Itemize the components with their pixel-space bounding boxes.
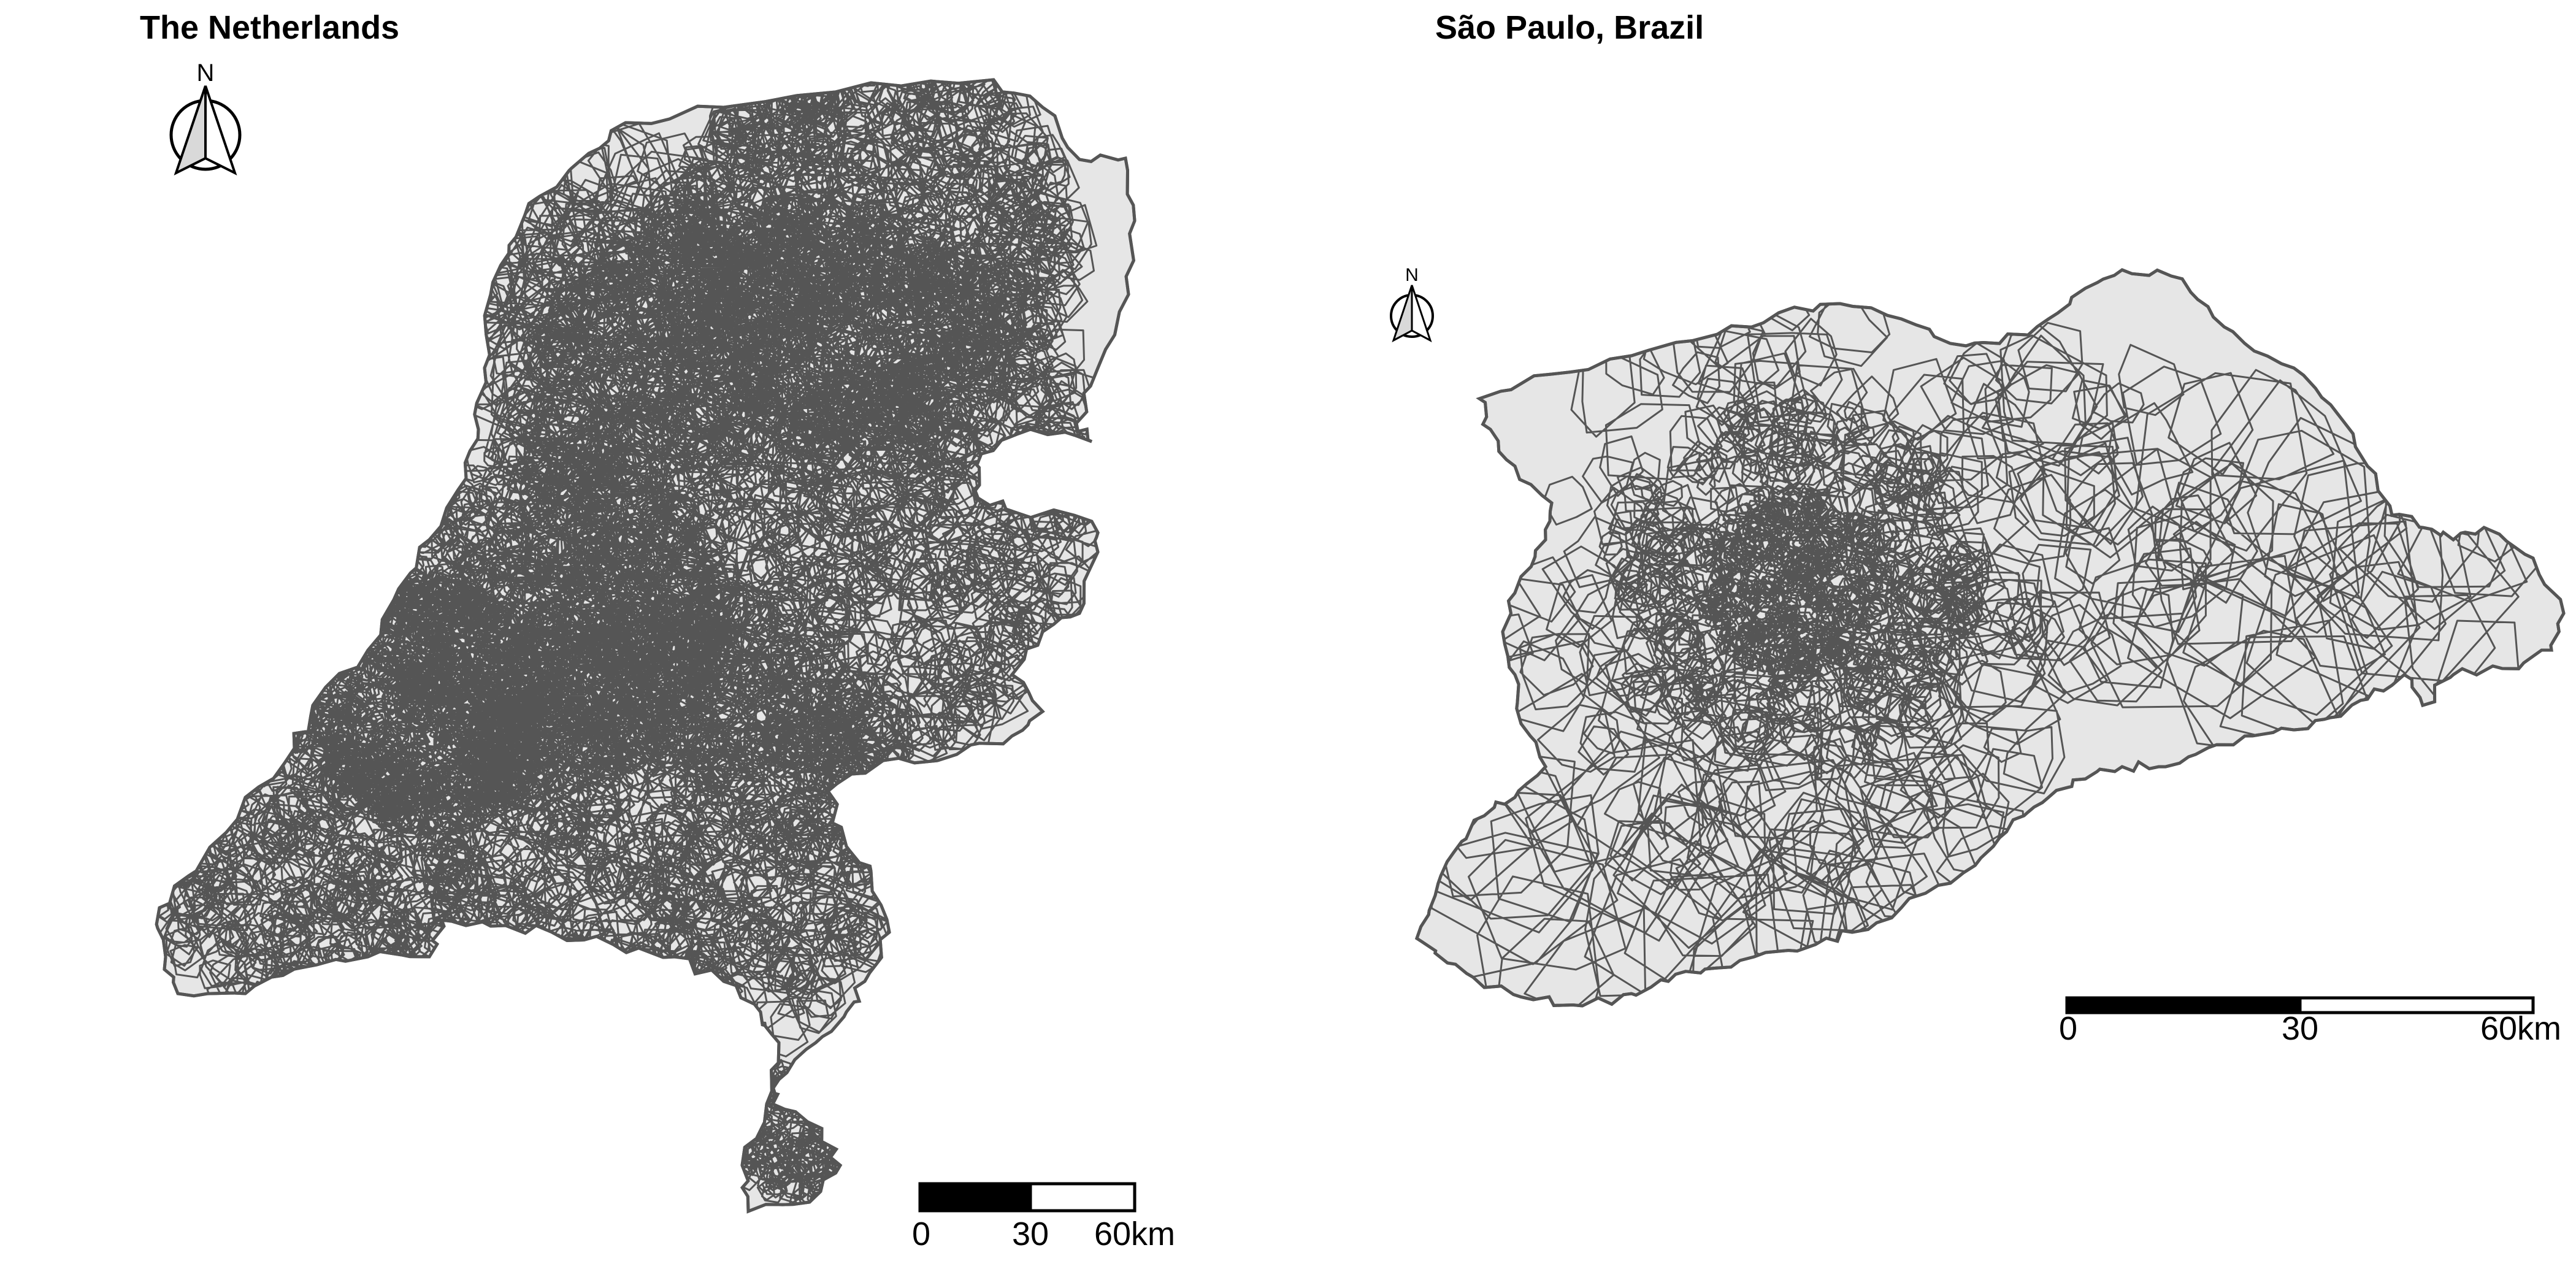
scale-label-60km: 60km [2480, 1010, 2561, 1047]
sao-paulo-map: N 0 30 60km [1390, 265, 2566, 1047]
north-arrow-icon [1390, 285, 1434, 343]
scale-label-60km: 60km [1094, 1216, 1175, 1252]
boundary-lines [1417, 280, 2560, 1006]
map-title: The Netherlands [140, 9, 400, 46]
scale-label-0: 0 [912, 1216, 930, 1252]
scale-label-0: 0 [2059, 1010, 2077, 1047]
scale-label-30: 30 [1012, 1216, 1049, 1252]
scale-bar: 0 30 60km [912, 1182, 1175, 1252]
district-boundaries [1417, 280, 2560, 1006]
map-panel-netherlands: The Netherlands N 0 30 60km [140, 9, 1175, 1252]
map-title: São Paulo, Brazil [1435, 9, 1704, 46]
map-panel-sao-paulo: São Paulo, Brazil N 0 30 60km [1288, 0, 2576, 1288]
north-label: N [1405, 265, 1419, 285]
scale-label-30: 30 [2282, 1010, 2318, 1047]
north-arrow-icon [169, 85, 242, 175]
netherlands-map: N 0 30 60km [155, 59, 1175, 1252]
scale-bar: 0 30 60km [2059, 996, 2561, 1047]
north-label: N [197, 59, 215, 86]
